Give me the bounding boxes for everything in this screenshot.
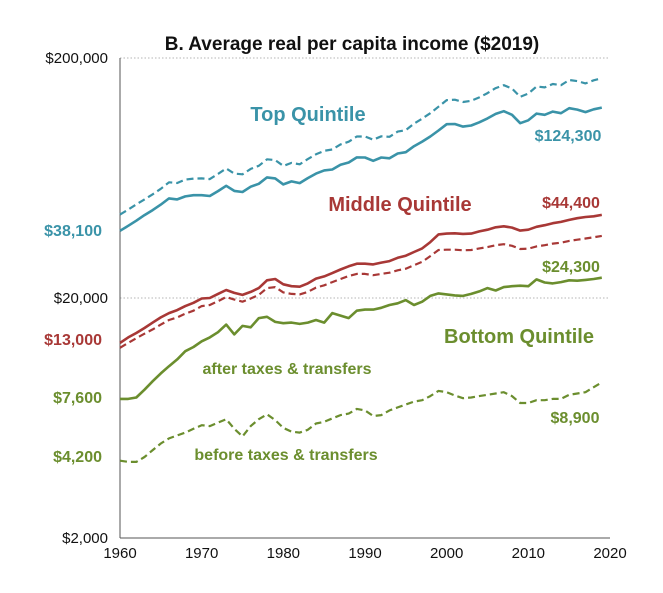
bottom-before-start-value: $4,200 [53, 449, 102, 466]
bottom-before-end-value: $8,900 [551, 410, 600, 427]
chart-title: B. Average real per capita income ($2019… [165, 34, 540, 55]
y-tick-label: $20,000 [54, 290, 108, 307]
top-start-value: $38,100 [44, 223, 102, 240]
x-tick-label: 1990 [348, 545, 381, 562]
middle-end-value: $44,400 [542, 195, 600, 212]
middle-start-value: $13,000 [44, 332, 102, 349]
series-bottom-before-line [119, 381, 603, 463]
bottom-after-start-value: $7,600 [53, 390, 102, 407]
top-end-value: $124,300 [535, 128, 602, 145]
after-taxes-label: after taxes & transfers [203, 361, 372, 378]
series-middle-after-line [119, 213, 603, 344]
series-top-after-line [119, 106, 603, 232]
x-tick-label: 1980 [267, 545, 300, 562]
y-tick-label: $200,000 [45, 50, 108, 67]
x-tick-label: 2010 [512, 545, 545, 562]
bottom-quintile-label: Bottom Quintile [444, 326, 594, 348]
top-quintile-label: Top Quintile [250, 104, 365, 126]
series-top-before-line [119, 77, 603, 216]
x-tick-label: 2020 [593, 545, 626, 562]
y-tick-label: $2,000 [62, 530, 108, 547]
series-middle-before-line [119, 234, 602, 349]
series-bottom-after-line [120, 276, 603, 401]
x-tick-label: 1960 [103, 545, 136, 562]
x-tick-label: 2000 [430, 545, 463, 562]
bottom-after-end-value: $24,300 [542, 259, 600, 276]
before-taxes-label: before taxes & transfers [194, 447, 377, 464]
middle-quintile-label: Middle Quintile [328, 194, 471, 216]
x-tick-label: 1970 [185, 545, 218, 562]
